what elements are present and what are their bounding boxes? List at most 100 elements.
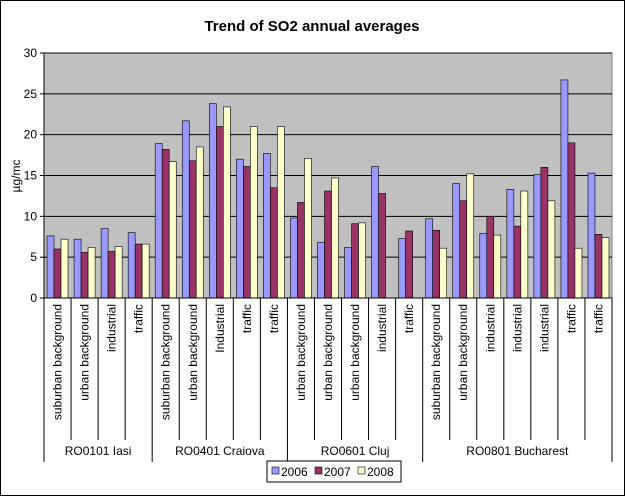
x-tick-label: urban background — [294, 304, 308, 401]
bar — [141, 243, 150, 299]
bar — [73, 238, 82, 299]
bar — [209, 103, 217, 299]
bar — [114, 246, 123, 299]
chart-title: Trend of SO2 annual averages — [204, 18, 419, 35]
group-label: RO0401 Craiova — [175, 444, 265, 458]
group-label: RO0801 Bucharest — [466, 444, 569, 458]
bar — [53, 248, 62, 299]
y-tick-label: 0 — [30, 291, 37, 305]
bar — [493, 234, 502, 299]
bar — [216, 126, 224, 299]
bar — [223, 106, 231, 299]
bar — [567, 142, 576, 299]
bar — [587, 172, 596, 299]
y-tick-label: 20 — [24, 128, 38, 142]
legend-swatch — [357, 466, 366, 475]
x-tick-label: suburban background — [429, 304, 443, 420]
legend-swatch — [314, 466, 323, 475]
bar — [161, 149, 170, 299]
bar — [127, 232, 136, 299]
x-tick-label: suburban background — [51, 304, 65, 420]
legend-swatch — [271, 466, 280, 475]
bar — [344, 247, 352, 299]
bar — [398, 238, 406, 299]
group-label: RO0101 Iasi — [65, 444, 132, 458]
bar — [134, 243, 143, 299]
x-tick-label: traffic — [402, 304, 416, 333]
x-tick-label: suburban background — [159, 304, 173, 420]
bar — [331, 177, 339, 299]
bar — [506, 189, 515, 299]
bar — [60, 238, 69, 299]
x-tick-label: urban background — [456, 304, 470, 401]
x-tick-label: industrial — [510, 304, 524, 352]
bar — [263, 153, 271, 299]
x-tick-label: industrial — [105, 304, 119, 352]
bar — [277, 126, 285, 299]
y-tick-label: 15 — [24, 169, 38, 183]
bar — [324, 190, 332, 299]
bar — [46, 235, 55, 299]
bar — [459, 200, 468, 299]
legend-label: 2008 — [367, 465, 394, 479]
x-tick-label: industrial — [537, 304, 551, 352]
bar — [188, 160, 197, 299]
bar — [439, 247, 447, 299]
bar — [405, 230, 413, 299]
bar — [290, 217, 298, 299]
y-tick-label: 10 — [24, 209, 38, 223]
legend-label: 2007 — [324, 465, 351, 479]
bar — [574, 247, 583, 299]
y-tick-label: 5 — [30, 250, 37, 264]
bar — [80, 251, 89, 299]
bar — [107, 251, 116, 299]
bar — [304, 158, 312, 299]
x-tick-label: urban background — [348, 304, 362, 401]
x-tick-label: urban background — [321, 304, 335, 401]
bar — [243, 166, 251, 299]
y-axis-label: µg/mc — [9, 160, 23, 193]
bar — [154, 143, 163, 299]
group-label: RO0601 Cluj — [321, 444, 390, 458]
bar — [533, 174, 542, 299]
bar — [168, 161, 177, 299]
x-tick-label: traffic — [591, 304, 605, 333]
legend-label: 2006 — [281, 465, 308, 479]
bar — [540, 167, 549, 299]
bar — [250, 126, 258, 299]
bar — [479, 233, 488, 299]
bar — [371, 166, 379, 299]
bar — [317, 242, 325, 299]
legend — [266, 460, 402, 483]
bar — [425, 218, 433, 299]
bar — [560, 79, 569, 299]
x-tick-label: traffic — [132, 304, 146, 333]
x-tick-label: traffic — [267, 304, 281, 333]
bar — [466, 173, 475, 299]
bar — [594, 234, 603, 299]
bar — [432, 229, 440, 299]
y-tick-label: 25 — [24, 87, 38, 101]
x-tick-label: urban background — [186, 304, 200, 401]
bar — [236, 158, 244, 299]
y-tick-label: 30 — [24, 46, 38, 60]
x-tick-label: urban background — [78, 304, 92, 401]
x-tick-label: industrial — [375, 304, 389, 352]
bar — [378, 193, 386, 299]
bar — [358, 222, 366, 299]
bar — [547, 200, 556, 299]
x-tick-label: Industrial — [213, 304, 227, 353]
x-tick-label: traffic — [240, 304, 254, 333]
bar — [601, 237, 610, 299]
bar — [297, 202, 305, 299]
bar — [87, 247, 96, 299]
bar — [270, 187, 278, 299]
bar — [351, 223, 359, 299]
bar — [520, 190, 529, 299]
bar — [486, 216, 495, 299]
bar — [100, 228, 109, 299]
bar — [513, 225, 522, 299]
x-tick-label: industrial — [483, 304, 497, 352]
bar — [195, 146, 204, 299]
